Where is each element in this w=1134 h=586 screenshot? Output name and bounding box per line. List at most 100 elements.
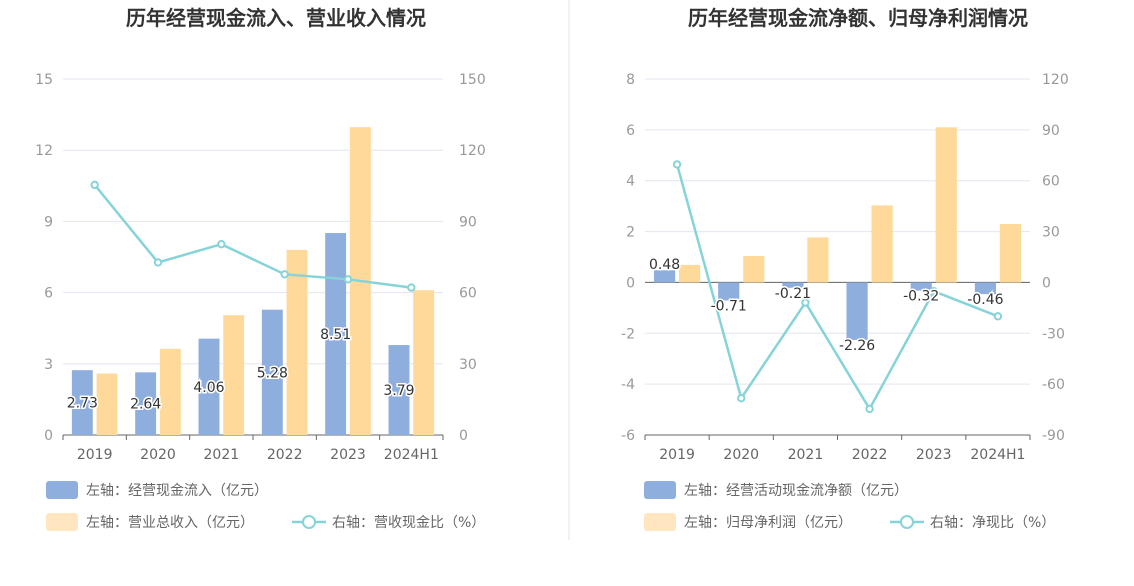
data-label: 2.64 [130,397,161,413]
legend-swatch-line-marker [900,515,914,529]
legend-label: 左轴：归母净利润（亿元） [684,514,852,531]
left-axis-tick: 15 [35,72,53,88]
legend-swatch-bar-secondary [644,513,676,531]
profit-bar [159,348,181,435]
right-axis-tick: -30 [1042,326,1065,342]
left-axis-tick: 9 [44,214,53,230]
data-label: 0.48 [649,257,680,273]
right-axis-tick: 120 [459,143,486,159]
cash-bar [388,345,410,435]
x-axis-label: 2023 [330,447,366,463]
cash-bar [135,372,157,435]
right-axis-tick: 90 [1042,123,1060,139]
right-axis-tick: -90 [1042,428,1065,444]
left-axis-tick: 8 [626,72,635,88]
x-axis-label: 2019 [659,447,695,463]
left-axis-tick: -2 [621,326,635,342]
ratio-point [280,270,289,279]
profit-bar [286,249,308,435]
cash-bar [974,282,996,295]
data-label: 3.79 [383,383,414,399]
data-label: 2.73 [67,396,98,412]
left-axis-tick: 0 [626,275,635,291]
right-axis-tick: 0 [1042,275,1051,291]
left-axis-tick: -6 [621,428,635,444]
right-axis-tick: 0 [459,428,468,444]
x-axis-label: 2022 [852,447,888,463]
ratio-point [801,298,810,307]
cash-bar [846,282,868,340]
profit-bar [223,315,245,435]
cash-bar [325,233,347,435]
left-axis-tick: 0 [44,428,53,444]
x-axis-label: 2023 [916,447,952,463]
cash-bar [198,338,220,435]
ratio-point [343,275,353,284]
left-axis-tick: 2 [626,225,635,241]
data-label: 8.51 [320,327,351,343]
profit-bar [871,205,893,283]
legend-swatch-bar-primary [46,481,78,499]
right-axis-tick: 120 [1042,72,1069,88]
cash-bar [653,270,676,283]
x-axis-label: 2024H1 [384,447,439,463]
x-axis-label: 2022 [267,447,303,463]
ratio-point [153,258,163,267]
profit-bar [935,127,957,283]
data-label: -0.71 [711,298,747,314]
ratio-point [929,287,938,296]
x-axis-label: 2021 [204,447,240,463]
cash-bar [261,309,283,435]
profit-bar [96,373,118,435]
left-axis-tick: -4 [621,377,635,393]
right-axis-tick: 150 [459,72,486,88]
profit-bar [807,237,829,283]
legend-swatch-bar-secondary [46,513,78,531]
ratio-point [90,180,99,190]
legend-label: 右轴：净现比（%） [930,515,1055,531]
ratio-line [93,184,412,289]
left-axis-tick: 4 [626,174,635,190]
cash-bar [71,370,93,435]
x-axis-label: 2019 [77,447,113,463]
data-label: -0.32 [903,289,939,305]
legend-swatch-bar-primary [644,481,676,499]
profit-bar [679,264,701,283]
x-axis-label: 2020 [140,447,176,463]
left-axis-tick: 6 [44,286,53,302]
ratio-point [407,283,416,292]
data-label: 5.28 [257,365,288,381]
profit-bar [743,255,765,283]
profit-bar [999,223,1022,283]
ratio-point [993,312,1003,321]
right-axis-tick: 60 [1042,174,1060,190]
right-axis-tick: 30 [1042,225,1060,241]
profit-bar [413,290,435,435]
x-axis-label: 2024H1 [970,447,1025,463]
ratio-point [737,394,746,403]
left-axis-tick: 12 [35,143,53,159]
right-chart-title: 历年经营现金流净额、归母净利润情况 [688,6,1028,30]
left-axis-tick: 3 [44,357,53,373]
x-axis-label: 2021 [788,447,824,463]
ratio-line [675,164,999,412]
cash-bar [910,282,932,291]
right-axis-tick: 30 [459,357,477,373]
ratio-point [217,239,226,249]
right-axis-tick: -60 [1042,377,1065,393]
ratio-point [672,160,682,169]
ratio-point [865,404,874,414]
legend-label: 左轴：经营活动现金流净额（亿元） [684,483,908,499]
right-axis-tick: 90 [459,214,477,230]
net-cashflow-profit-chart: -6 -4 -2 0 2 4 6 8 -90 -60 -30 0 30 60 90 120 2019 2020 20… [621,72,1069,531]
cash-bar [718,282,740,301]
legend-label: 左轴：经营现金流入（亿元） [86,483,268,499]
data-label: -0.46 [967,292,1003,308]
data-label: 4.06 [193,380,224,396]
left-chart-title: 历年经营现金流入、营业收入情况 [126,6,426,30]
legend-label: 右轴：营收现金比（%） [332,515,485,531]
x-axis-label: 2020 [723,447,759,463]
right-axis-tick: 60 [459,286,477,302]
